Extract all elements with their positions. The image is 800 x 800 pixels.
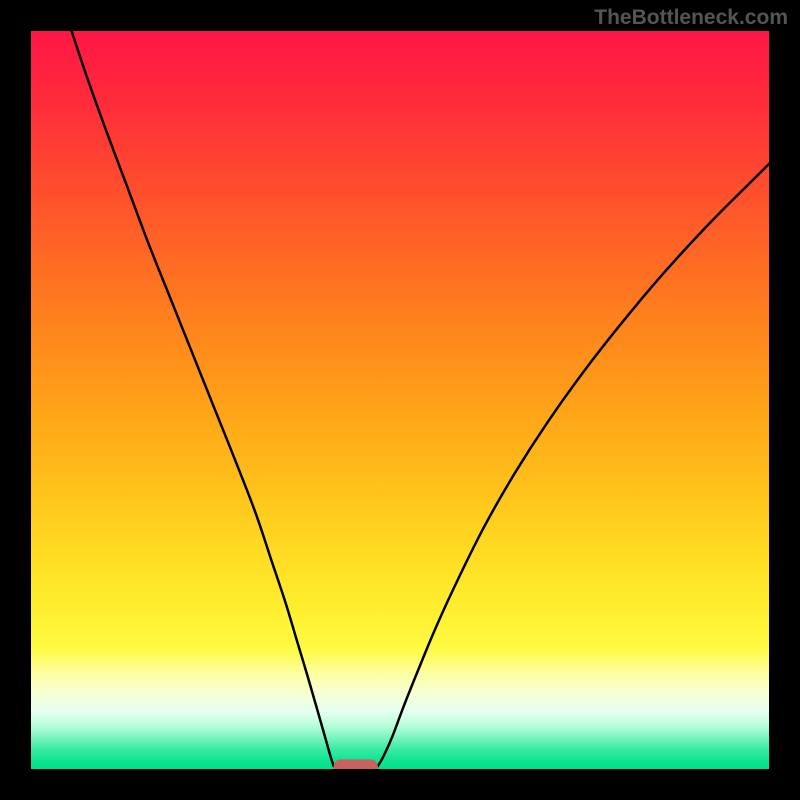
gradient-background [31, 31, 769, 769]
plot-area [31, 31, 769, 769]
min-marker [334, 759, 378, 769]
chart-container: TheBottleneck.com [0, 0, 800, 800]
bottleneck-chart-svg [31, 31, 769, 769]
watermark-text: TheBottleneck.com [594, 6, 788, 30]
